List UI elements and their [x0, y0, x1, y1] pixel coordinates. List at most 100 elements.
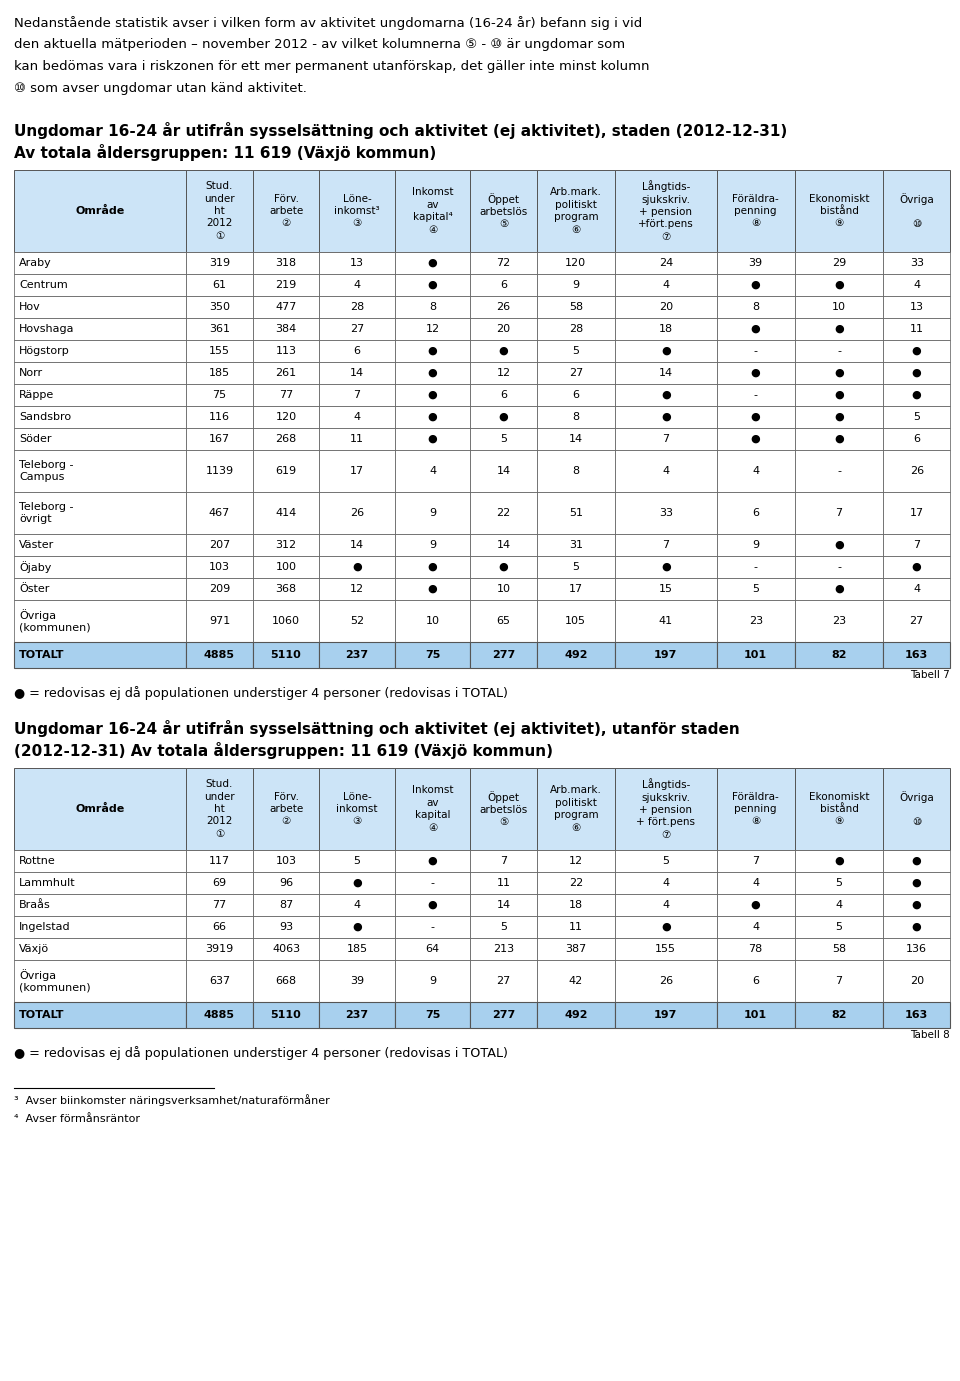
Bar: [470, 384, 537, 406]
Bar: [717, 362, 795, 384]
Text: Ekonomiskt
bistånd
⑨: Ekonomiskt bistånd ⑨: [808, 791, 869, 826]
Text: Ingelstad: Ingelstad: [19, 923, 71, 932]
Bar: [470, 871, 537, 894]
Text: 8: 8: [752, 302, 759, 312]
Text: 261: 261: [276, 367, 297, 378]
Text: ●: ●: [912, 347, 922, 356]
Bar: [320, 362, 395, 384]
Text: Långtids-
sjukskriv.
+ pension
+ fört.pens
⑦: Långtids- sjukskriv. + pension + fört.pe…: [636, 779, 695, 840]
Text: Område: Område: [76, 804, 125, 813]
Bar: [320, 557, 395, 579]
Bar: [614, 492, 717, 534]
Text: 77: 77: [279, 389, 293, 400]
Text: Övriga
(kommunen): Övriga (kommunen): [19, 969, 90, 993]
Bar: [320, 768, 395, 849]
Text: Tabell 7: Tabell 7: [910, 670, 950, 679]
Text: ●: ●: [834, 584, 844, 594]
Bar: [320, 894, 395, 916]
Text: 11: 11: [910, 325, 924, 334]
Text: 17: 17: [568, 584, 583, 594]
Bar: [252, 1003, 320, 1027]
Text: ⑩ som avser ungdomar utan känd aktivitet.: ⑩ som avser ungdomar utan känd aktivitet…: [14, 81, 307, 95]
Bar: [395, 450, 470, 492]
Bar: [717, 170, 795, 251]
Text: Stud.
under
ht
2012
①: Stud. under ht 2012 ①: [204, 181, 235, 240]
Text: ●: ●: [751, 367, 760, 378]
Text: 7: 7: [500, 856, 507, 866]
Text: 27: 27: [496, 976, 511, 986]
Bar: [537, 406, 614, 428]
Text: Hov: Hov: [19, 302, 40, 312]
Text: 66: 66: [212, 923, 227, 932]
Bar: [883, 340, 950, 362]
Bar: [252, 579, 320, 599]
Bar: [186, 768, 252, 849]
Text: 4: 4: [913, 584, 921, 594]
Text: Ekonomiskt
bistånd
⑨: Ekonomiskt bistånd ⑨: [808, 193, 869, 228]
Bar: [186, 273, 252, 296]
Text: Övriga
(kommunen): Övriga (kommunen): [19, 609, 90, 632]
Text: 26: 26: [659, 976, 673, 986]
Bar: [883, 579, 950, 599]
Text: ●: ●: [751, 900, 760, 910]
Text: 39: 39: [749, 258, 763, 268]
Text: Lammhult: Lammhult: [19, 878, 76, 888]
Text: 58: 58: [568, 302, 583, 312]
Text: 197: 197: [654, 650, 678, 660]
Bar: [395, 557, 470, 579]
Bar: [252, 534, 320, 557]
Bar: [395, 534, 470, 557]
Bar: [395, 170, 470, 251]
Bar: [537, 170, 614, 251]
Bar: [14, 492, 186, 534]
Bar: [883, 960, 950, 1003]
Bar: [470, 579, 537, 599]
Bar: [795, 579, 883, 599]
Text: Centrum: Centrum: [19, 280, 68, 290]
Bar: [252, 428, 320, 450]
Text: 4063: 4063: [272, 945, 300, 954]
Bar: [252, 170, 320, 251]
Bar: [883, 534, 950, 557]
Bar: [717, 642, 795, 668]
Bar: [537, 340, 614, 362]
Text: ●: ●: [834, 434, 844, 445]
Bar: [14, 318, 186, 340]
Text: 467: 467: [208, 508, 230, 518]
Text: ³  Avser biinkomster näringsverksamhet/naturaförmåner: ³ Avser biinkomster näringsverksamhet/na…: [14, 1094, 329, 1106]
Text: ●: ●: [660, 389, 671, 400]
Text: 9: 9: [429, 976, 436, 986]
Text: kan bedömas vara i riskzonen för ett mer permanent utanförskap, det gäller inte : kan bedömas vara i riskzonen för ett mer…: [14, 59, 650, 73]
Text: 17: 17: [350, 465, 364, 476]
Bar: [795, 894, 883, 916]
Bar: [717, 318, 795, 340]
Text: ●: ●: [912, 900, 922, 910]
Text: 163: 163: [905, 1010, 928, 1021]
Text: 6: 6: [500, 280, 507, 290]
Text: ●: ●: [834, 367, 844, 378]
Text: 312: 312: [276, 540, 297, 550]
Text: 14: 14: [350, 540, 364, 550]
Text: 78: 78: [749, 945, 763, 954]
Bar: [320, 384, 395, 406]
Text: 22: 22: [568, 878, 583, 888]
Bar: [14, 599, 186, 642]
Bar: [186, 579, 252, 599]
Text: 155: 155: [209, 347, 229, 356]
Bar: [252, 599, 320, 642]
Text: 6: 6: [753, 976, 759, 986]
Bar: [252, 384, 320, 406]
Text: 8: 8: [572, 465, 580, 476]
Text: 207: 207: [208, 540, 230, 550]
Text: Hovshaga: Hovshaga: [19, 325, 75, 334]
Text: 237: 237: [346, 1010, 369, 1021]
Text: Arb.mark.
politiskt
program
⑥: Arb.mark. politiskt program ⑥: [550, 786, 602, 833]
Bar: [395, 406, 470, 428]
Text: 14: 14: [496, 540, 511, 550]
Bar: [14, 579, 186, 599]
Text: 64: 64: [425, 945, 440, 954]
Text: 12: 12: [568, 856, 583, 866]
Text: ●: ●: [660, 347, 671, 356]
Text: 387: 387: [565, 945, 587, 954]
Bar: [395, 492, 470, 534]
